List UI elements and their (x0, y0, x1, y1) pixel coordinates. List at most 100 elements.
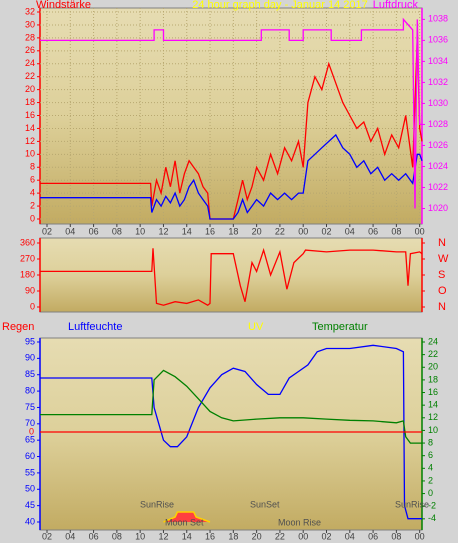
y2-tick-label: S (438, 269, 445, 281)
y-tick-label: 95 (25, 336, 35, 346)
y2-tick-label: N (438, 237, 446, 249)
line (40, 133, 423, 220)
y-tick-label: 10 (25, 149, 35, 159)
y2-tick-label: 1034 (428, 56, 448, 66)
y2-tick-label: 22 (428, 349, 438, 359)
x-tick-label: 00 (415, 226, 425, 236)
y-tick-label: 30 (25, 19, 35, 29)
y2-axis-label: Temperatur (312, 321, 368, 333)
line (40, 247, 423, 306)
x-tick-label: 08 (391, 226, 401, 236)
x-tick-label: 18 (228, 226, 238, 236)
y-tick-label: 60 (25, 451, 35, 461)
line (40, 344, 422, 520)
y2-tick-label: 1024 (428, 161, 448, 171)
y-tick-label: 22 (25, 71, 35, 81)
y2-tick-label: 4 (428, 463, 433, 473)
y-tick-label: 180 (20, 269, 35, 279)
x-tick-label: 10 (135, 531, 145, 541)
x-tick-label: 08 (112, 226, 122, 236)
x-tick-label: 04 (65, 226, 75, 236)
y2-tick-label: 1036 (428, 35, 448, 45)
y2-tick-label: 1022 (428, 182, 448, 192)
annotation: Moon Set (165, 517, 204, 527)
x-tick-label: 20 (252, 226, 262, 236)
y-tick-label: 0 (30, 301, 35, 311)
x-tick-label: 08 (391, 531, 401, 541)
y-tick-label: 28 (25, 32, 35, 42)
y2-tick-label: 1026 (428, 140, 448, 150)
y2-axis-label: Luftdruck (373, 0, 419, 11)
x-tick-label: 12 (158, 531, 168, 541)
x-tick-label: 08 (112, 531, 122, 541)
y-tick-label: 85 (25, 369, 35, 379)
y-tick-label: 90 (25, 285, 35, 295)
y2-tick-label: 10 (428, 425, 438, 435)
y2-tick-label: 16 (428, 387, 438, 397)
y2-tick-label: -4 (428, 513, 436, 523)
x-tick-label: 00 (415, 531, 425, 541)
y2-tick-label: 8 (428, 437, 433, 447)
x-tick-label: 06 (368, 531, 378, 541)
y2-tick-label: 1028 (428, 119, 448, 129)
annotation: SunRise (395, 499, 429, 509)
y2-tick-label: 2 (428, 475, 433, 485)
y2-tick-label: O (438, 285, 447, 297)
y-tick-label: 4 (30, 188, 35, 198)
y-tick-label: 6 (30, 175, 35, 185)
y-tick-label: 2 (30, 200, 35, 210)
y-tick-label: 12 (25, 136, 35, 146)
y-tick-label: 270 (20, 253, 35, 263)
y2-tick-label: 18 (428, 374, 438, 384)
y-tick-label: 80 (25, 385, 35, 395)
y-tick-label: 14 (25, 123, 35, 133)
y-tick-label: 18 (25, 97, 35, 107)
plot-area (39, 337, 423, 531)
y2-tick-label: 1032 (428, 77, 448, 87)
y-tick-label: 16 (25, 110, 35, 120)
x-tick-label: 10 (135, 226, 145, 236)
y3-axis-label: Regen (2, 321, 34, 333)
y-tick-label: 8 (30, 162, 35, 172)
y-tick-label: 0 (30, 213, 35, 223)
y3-tick-label: 0 (29, 426, 34, 436)
x-tick-label: 02 (321, 531, 331, 541)
y2-tick-label: 24 (428, 336, 438, 346)
y-tick-label: 45 (25, 500, 35, 510)
y2-tick-label: N (438, 301, 446, 313)
y-tick-label: 90 (25, 353, 35, 363)
y4-axis-label: UV (248, 321, 264, 333)
x-tick-label: 02 (321, 226, 331, 236)
y-tick-label: 24 (25, 58, 35, 68)
y2-tick-label: -2 (428, 501, 436, 511)
area (163, 511, 211, 523)
y2-tick-label: 0 (428, 488, 433, 498)
y2-tick-label: 20 (428, 362, 438, 372)
y-axis-label: Luftfeuchte (68, 321, 122, 333)
y2-tick-label: 1038 (428, 14, 448, 24)
x-tick-label: 18 (228, 531, 238, 541)
y-tick-label: 26 (25, 45, 35, 55)
x-tick-label: 06 (89, 226, 99, 236)
x-tick-label: 22 (275, 226, 285, 236)
y2-tick-label: 1020 (428, 203, 448, 213)
x-tick-label: 02 (42, 531, 52, 541)
x-tick-label: 14 (182, 226, 192, 236)
line (40, 37, 423, 220)
y-tick-label: 50 (25, 484, 35, 494)
y2-tick-label: 14 (428, 400, 438, 410)
plot-area (39, 237, 423, 313)
x-tick-label: 04 (345, 226, 355, 236)
x-tick-label: 06 (89, 531, 99, 541)
line (40, 369, 422, 444)
annotation: SunSet (250, 499, 280, 509)
y2-tick-label: 6 (428, 450, 433, 460)
y-tick-label: 65 (25, 435, 35, 445)
y-tick-label: 32 (25, 6, 35, 16)
y2-tick-label: W (438, 253, 449, 265)
x-tick-label: 04 (345, 531, 355, 541)
y2-tick-label: 1030 (428, 98, 448, 108)
y-axis-label: Windstärke (36, 0, 91, 11)
